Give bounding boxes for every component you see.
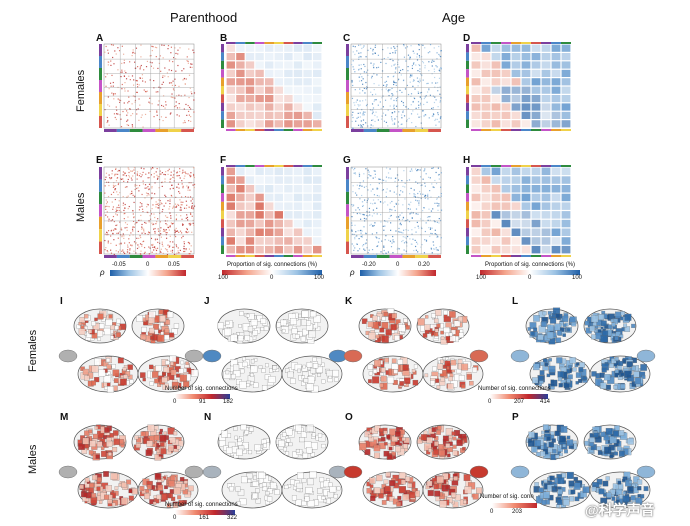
colorbar-title: Proportion of sig. connections (%): [227, 262, 318, 268]
rho-symbol: ρ: [100, 268, 105, 277]
panel-letter-j: J: [204, 296, 210, 307]
row-label-males-top: Males: [75, 192, 87, 222]
panel-letter-o: O: [345, 412, 353, 423]
connectivity-matrix-c: [346, 43, 442, 132]
network-grid-h: [466, 165, 571, 257]
tick: 322: [227, 515, 238, 521]
count-colorbar-i: Number of sig. connections 0 91 182: [165, 386, 238, 408]
brain-surface-i: [58, 308, 204, 393]
tick: 0: [396, 262, 400, 268]
panel-letter-e: E: [96, 155, 103, 166]
row-label-females-bottom: Females: [27, 329, 39, 372]
proportion-colorbar-parenthood: Proportion of sig. connections (%) 100 0…: [218, 262, 325, 282]
tick: 100: [314, 275, 325, 281]
tick: 203: [512, 509, 523, 515]
age-header: Age: [442, 10, 466, 25]
panel-letter-i: I: [60, 296, 63, 307]
count-colorbar-m: Number of sig. connections 0 161 322: [165, 502, 240, 524]
tick: 0: [488, 399, 492, 405]
rho-colorbar-age: ρ -0.20 0 0.20: [350, 262, 436, 280]
panel-letter-g: G: [343, 155, 351, 166]
tick: 0: [528, 275, 532, 281]
connectivity-matrix-g: [346, 166, 443, 258]
network-grid-b: [221, 42, 322, 131]
tick: -0.05: [112, 262, 126, 268]
brain-surface-p: [510, 424, 656, 509]
network-grid-d: [466, 42, 571, 131]
watermark-text: @科学声音: [585, 502, 655, 518]
tick: 207: [514, 399, 525, 405]
count-colorbar-o: Number of sig. conn 0 203: [480, 494, 550, 520]
row-label-males-bottom: Males: [27, 444, 39, 474]
tick: 0.20: [418, 262, 430, 268]
panel-letter-d: D: [463, 33, 471, 44]
colorbar-title: Number of sig. conn: [480, 494, 534, 500]
tick: 0: [173, 515, 177, 521]
tick: 100: [218, 275, 229, 281]
tick: 0: [490, 509, 494, 515]
tick: 161: [199, 515, 210, 521]
tick: 91: [199, 399, 206, 405]
brain-surface-o: [343, 424, 489, 509]
brain-surface-m: [58, 424, 204, 509]
tick: 0.05: [168, 262, 180, 268]
rho-symbol: ρ: [350, 268, 355, 277]
panel-letter-h: H: [463, 155, 471, 166]
connectivity-matrix-a: [99, 43, 196, 132]
connectivity-matrix-e: [99, 166, 196, 258]
tick: 0: [173, 399, 177, 405]
brain-surface-n: [202, 424, 348, 509]
panel-letter-a: A: [96, 33, 104, 44]
panel-letter-n: N: [204, 412, 212, 423]
colorbar-title: Number of sig. connections: [165, 502, 238, 508]
panel-letter-f: F: [220, 155, 227, 166]
panel-letter-b: B: [220, 33, 228, 44]
parenthood-header: Parenthood: [170, 10, 238, 25]
tick: 182: [223, 399, 234, 405]
rho-colorbar-parenthood: ρ -0.05 0 0.05: [100, 262, 186, 280]
row-label-females-top: Females: [75, 69, 87, 112]
brain-surface-k: [343, 308, 489, 393]
tick: 0: [270, 275, 274, 281]
brain-surface-l: [510, 307, 656, 393]
proportion-colorbar-age: Proportion of sig. connections (%) 100 0…: [476, 262, 583, 282]
network-grid-f: [221, 165, 322, 257]
colorbar-title: Number of sig. connections: [165, 386, 238, 392]
panel-letter-c: C: [343, 33, 351, 44]
tick: 100: [476, 275, 487, 281]
panel-letter-k: K: [345, 296, 353, 307]
panel-letter-p: P: [512, 412, 519, 423]
brain-surface-j: [202, 308, 348, 393]
tick: 0: [146, 262, 150, 268]
colorbar-title: Proportion of sig. connections (%): [485, 262, 576, 268]
tick: 100: [572, 275, 583, 281]
tick: -0.20: [362, 262, 376, 268]
panel-letter-l: L: [512, 296, 519, 307]
panel-letter-m: M: [60, 412, 69, 423]
count-colorbar-k: Number of sig. connections 0 207 414: [478, 386, 558, 408]
tick: 414: [540, 399, 551, 405]
colorbar-title: Number of sig. connections: [478, 386, 551, 392]
